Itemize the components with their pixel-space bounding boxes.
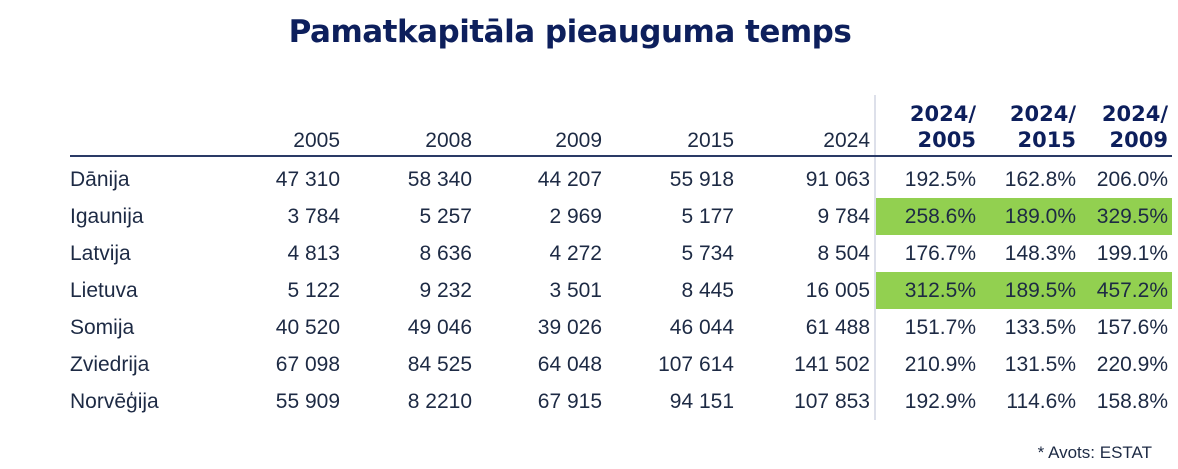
value-cell: 58 340 [407,167,472,191]
value-cell: 91 063 [805,167,870,191]
header-country [70,95,220,157]
ratio-cell: 199.1% [1096,241,1168,265]
ratio-cell: 189.5% [980,272,1080,309]
value-cell: 5 734 [681,241,734,265]
value-cell: 3 784 [287,204,340,228]
ratio-cell: 329.5% [1080,198,1172,235]
ratio-cell: 133.5% [1004,315,1076,339]
table-row: Norvēģija 55 909 8 2210 67 915 94 151 10… [70,383,1172,420]
table-header-row: 2005 2008 2009 2015 2024 2024/ 2005 2024… [70,95,1172,157]
country-cell: Zviedrija [70,352,150,376]
table-row: Latvija 4 813 8 636 4 272 5 734 8 504 17… [70,235,1172,272]
header-ratio-top: 2024/ [1009,102,1076,126]
value-cell: 5 257 [419,204,472,228]
ratio-cell: 148.3% [1004,241,1076,265]
value-cell: 49 046 [407,315,472,339]
value-cell: 39 026 [537,315,602,339]
value-cell: 8 445 [681,278,734,302]
country-cell: Lietuva [70,278,138,302]
header-year-2015: 2015 [602,95,734,157]
source-note: * Avots: ESTAT [1037,443,1152,462]
ratio-cell: 210.9% [874,346,980,383]
header-ratio-top: 2024/ [909,102,976,126]
value-cell: 5 177 [681,204,734,228]
value-cell: 4 813 [287,241,340,265]
value-cell: 44 207 [537,167,602,191]
table-row: Igaunija 3 784 5 257 2 969 5 177 9 784 2… [70,198,1172,235]
value-cell: 9 784 [817,204,870,228]
value-cell: 3 501 [549,278,602,302]
value-cell: 61 488 [805,315,870,339]
ratio-cell: 457.2% [1080,272,1172,309]
value-cell: 16 005 [805,278,870,302]
data-table-container: 2005 2008 2009 2015 2024 2024/ 2005 2024… [70,95,1172,420]
value-cell: 47 310 [275,167,340,191]
country-cell: Dānija [70,167,130,191]
ratio-cell: 206.0% [1096,167,1168,191]
data-table: 2005 2008 2009 2015 2024 2024/ 2005 2024… [70,95,1172,420]
value-cell: 4 272 [549,241,602,265]
header-year-2008: 2008 [340,95,472,157]
value-cell: 46 044 [669,315,734,339]
country-cell: Igaunija [70,204,144,228]
ratio-cell: 220.9% [1096,352,1168,376]
ratio-cell: 162.8% [1004,167,1076,191]
ratio-cell: 176.7% [874,235,980,272]
value-cell: 67 915 [537,389,602,413]
page-title: Pamatkapitāla pieauguma temps [288,14,852,50]
ratio-cell: 189.0% [980,198,1080,235]
value-cell: 8 504 [817,241,870,265]
value-cell: 107 614 [658,352,734,376]
value-cell: 94 151 [669,389,734,413]
ratio-cell: 157.6% [1096,315,1168,339]
value-cell: 8 636 [419,241,472,265]
table-row: Zviedrija 67 098 84 525 64 048 107 614 1… [70,346,1172,383]
country-cell: Norvēģija [70,389,159,413]
table-row: Lietuva 5 122 9 232 3 501 8 445 16 005 3… [70,272,1172,309]
header-year-2024: 2024 [734,95,875,157]
country-cell: Somija [70,315,135,339]
ratio-cell: 114.6% [1006,389,1076,413]
ratio-cell: 192.9% [874,383,980,420]
header-year-2005: 2005 [220,95,340,157]
table-body: Dānija 47 310 58 340 44 207 55 918 91 06… [70,156,1172,420]
header-ratio-2024-2015: 2024/ 2015 [980,95,1080,157]
table-row: Somija 40 520 49 046 39 026 46 044 61 48… [70,309,1172,346]
value-cell: 107 853 [794,389,870,413]
ratio-cell: 151.7% [874,309,980,346]
ratio-cell: 258.6% [874,198,980,235]
value-cell: 5 122 [287,278,340,302]
ratio-cell: 131.5% [1004,352,1076,376]
value-cell: 64 048 [537,352,602,376]
header-ratio-top: 2024/ [1101,102,1168,126]
value-cell: 67 098 [275,352,340,376]
country-cell: Latvija [70,241,131,265]
ratio-cell: 158.8% [1096,389,1168,413]
value-cell: 55 918 [669,167,734,191]
ratio-cell: 192.5% [874,156,980,198]
header-ratio-bottom: 2009 [1109,128,1168,152]
value-cell: 8 2210 [407,389,472,413]
header-ratio-2024-2005: 2024/ 2005 [874,95,980,157]
value-cell: 40 520 [275,315,340,339]
header-ratio-bottom: 2005 [917,128,976,152]
value-cell: 55 909 [275,389,340,413]
value-cell: 2 969 [549,204,602,228]
table-row: Dānija 47 310 58 340 44 207 55 918 91 06… [70,156,1172,198]
value-cell: 141 502 [794,352,870,376]
ratio-cell: 312.5% [874,272,980,309]
header-ratio-bottom: 2015 [1017,128,1076,152]
header-ratio-2024-2009: 2024/ 2009 [1080,95,1172,157]
value-cell: 84 525 [407,352,472,376]
value-cell: 9 232 [419,278,472,302]
header-year-2009: 2009 [472,95,602,157]
